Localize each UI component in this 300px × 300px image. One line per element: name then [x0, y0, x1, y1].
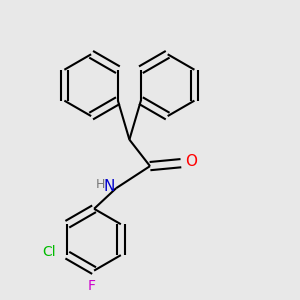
- Text: Cl: Cl: [42, 245, 56, 259]
- Text: O: O: [185, 154, 197, 169]
- Text: H: H: [95, 178, 105, 191]
- Text: F: F: [87, 279, 95, 293]
- Text: N: N: [103, 179, 115, 194]
